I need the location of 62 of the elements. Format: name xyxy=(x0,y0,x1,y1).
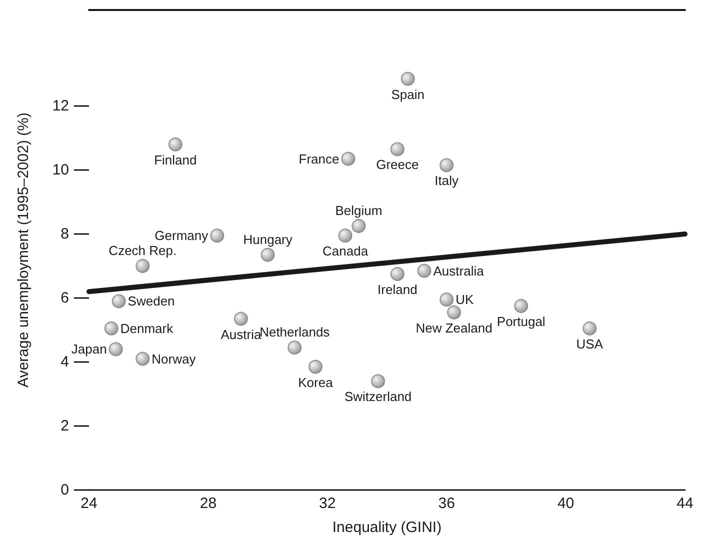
annotation: Switzerland xyxy=(344,389,412,404)
y-tick-label: 2 xyxy=(60,418,69,434)
annotation: Hungary xyxy=(243,232,293,247)
annotation: Canada xyxy=(322,244,369,259)
y-tick-label: 10 xyxy=(52,162,69,178)
x-tick-label: 40 xyxy=(557,495,574,512)
annotation: Japan xyxy=(71,342,107,357)
point xyxy=(338,228,352,243)
x-tick-label: 36 xyxy=(438,495,455,512)
annotation: Belgium xyxy=(335,203,382,218)
y-tick-label: 12 xyxy=(52,98,69,114)
y-tick-label: 6 xyxy=(60,290,69,306)
point xyxy=(210,228,224,243)
point xyxy=(168,137,182,152)
point xyxy=(440,158,454,172)
point xyxy=(104,321,118,336)
annotation: Greece xyxy=(376,157,419,172)
annotation: France xyxy=(298,151,340,166)
point xyxy=(136,352,150,366)
annotation: UK xyxy=(456,292,474,308)
annotation: Finland xyxy=(154,152,197,168)
point xyxy=(288,340,302,355)
x-tick-label: 28 xyxy=(200,495,217,512)
annotation: Australia xyxy=(433,263,485,278)
point xyxy=(417,264,432,278)
annotation: Sweden xyxy=(128,294,175,309)
y-tick-label: 0 xyxy=(60,482,69,498)
x-axis-title: Inequality (GINI) xyxy=(332,519,442,536)
point xyxy=(112,294,126,308)
annotation: Austria xyxy=(220,326,262,342)
point xyxy=(352,219,366,233)
annotation: New Zealand xyxy=(416,320,492,336)
annotation: Czech Rep. xyxy=(108,243,177,258)
y-axis-title: Average unemployment (1995–2002) (%) xyxy=(15,112,32,388)
y-tick-label: 8 xyxy=(60,226,69,242)
point xyxy=(582,321,597,336)
point xyxy=(371,374,386,388)
x-tick-label: 24 xyxy=(80,495,98,512)
annotation: Italy xyxy=(434,173,460,188)
x-tick-label: 44 xyxy=(676,495,694,512)
point xyxy=(390,142,404,156)
point xyxy=(400,72,415,86)
point xyxy=(308,360,322,374)
point xyxy=(136,259,150,273)
point xyxy=(341,152,356,166)
point xyxy=(447,305,462,320)
point xyxy=(260,248,275,262)
x-tick-label: 32 xyxy=(319,495,336,512)
annotation: Denmark xyxy=(120,320,174,336)
annotation: Ireland xyxy=(378,282,418,297)
point xyxy=(514,299,528,313)
annotation: Spain xyxy=(391,86,424,102)
annotation: Korea xyxy=(298,374,334,390)
y-tick-label: 4 xyxy=(60,354,69,370)
point xyxy=(440,292,454,307)
annotation: USA xyxy=(576,336,604,352)
annotation: Norway xyxy=(152,351,196,366)
point xyxy=(108,342,123,356)
point xyxy=(234,312,248,326)
annotation: Portugal xyxy=(496,314,546,329)
point xyxy=(390,267,404,281)
annotation: Germany xyxy=(154,228,209,244)
